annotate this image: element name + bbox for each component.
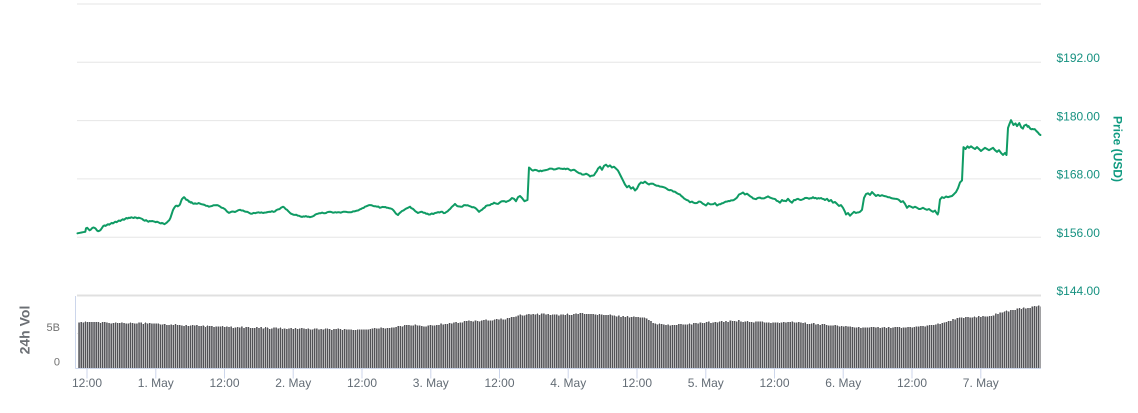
svg-text:24h Vol: 24h Vol — [17, 306, 33, 355]
svg-text:$180.00: $180.00 — [1057, 109, 1101, 123]
svg-text:12:00: 12:00 — [347, 376, 377, 390]
svg-text:0: 0 — [54, 357, 60, 369]
svg-text:6. May: 6. May — [825, 376, 861, 390]
svg-text:12:00: 12:00 — [484, 376, 514, 390]
svg-text:12:00: 12:00 — [759, 376, 789, 390]
svg-text:12:00: 12:00 — [897, 376, 927, 390]
svg-text:$168.00: $168.00 — [1057, 168, 1101, 182]
svg-text:Price (USD): Price (USD) — [1110, 116, 1124, 182]
svg-text:12:00: 12:00 — [622, 376, 652, 390]
svg-text:3. May: 3. May — [413, 376, 449, 390]
svg-text:1. May: 1. May — [138, 376, 174, 390]
svg-text:$192.00: $192.00 — [1057, 51, 1101, 65]
svg-text:7. May: 7. May — [963, 376, 999, 390]
svg-text:2. May: 2. May — [275, 376, 311, 390]
svg-text:$144.00: $144.00 — [1057, 284, 1101, 298]
svg-text:12:00: 12:00 — [72, 376, 102, 390]
svg-text:4. May: 4. May — [550, 376, 586, 390]
svg-text:12:00: 12:00 — [209, 376, 239, 390]
svg-text:5B: 5B — [47, 322, 60, 334]
svg-text:$156.00: $156.00 — [1057, 226, 1101, 240]
svg-text:5. May: 5. May — [688, 376, 724, 390]
